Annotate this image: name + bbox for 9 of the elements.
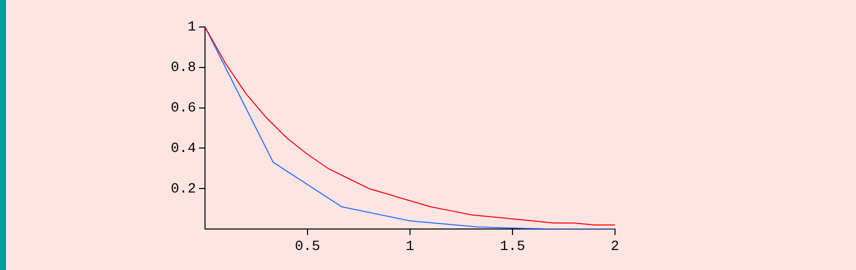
y-tick-label: 0.2	[170, 181, 196, 198]
y-tick-label: 1	[188, 20, 196, 36]
y-tick-label: 0.6	[170, 100, 196, 117]
y-tick-label: 0.8	[170, 60, 196, 76]
x-tick-label: 1.5	[500, 239, 526, 256]
x-tick-label: 1	[406, 239, 414, 256]
x-tick-label: 2	[610, 239, 620, 256]
y-tick-label: 0.4	[170, 140, 196, 157]
x-tick-label: 0.5	[294, 239, 320, 256]
